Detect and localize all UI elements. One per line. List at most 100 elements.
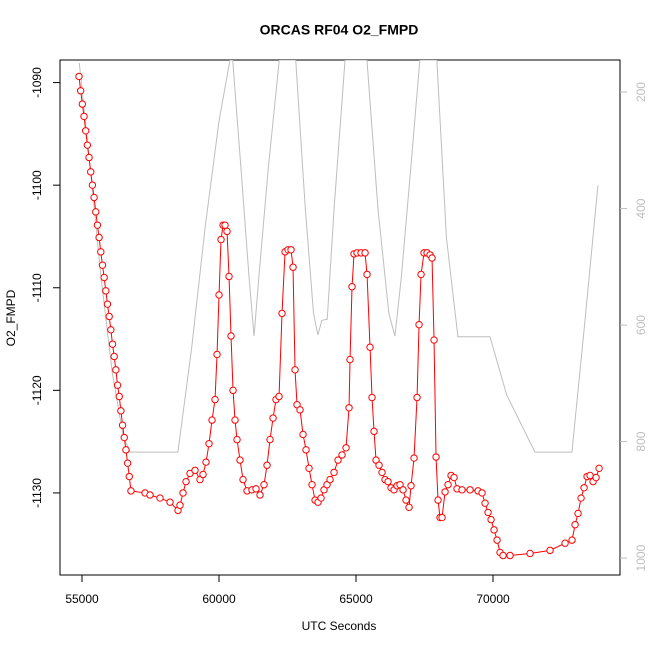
data-point	[428, 254, 436, 262]
series-line	[78, 60, 599, 453]
data-point	[407, 482, 415, 490]
y-tick-label: -1100	[30, 170, 44, 200]
x-tick-label: 55000	[65, 592, 99, 606]
data-point	[499, 551, 507, 560]
data-point	[571, 521, 579, 529]
data-point	[123, 459, 132, 467]
data-point	[299, 430, 307, 439]
data-point	[202, 458, 210, 466]
data-point	[98, 261, 107, 269]
data-point	[490, 526, 498, 534]
y-tick-label: -1120	[30, 375, 44, 405]
data-point	[93, 221, 102, 229]
data-point	[266, 435, 274, 444]
data-point	[334, 456, 342, 464]
y2-tick-label: 200	[634, 82, 648, 102]
data-point	[227, 332, 235, 340]
data-point	[225, 272, 233, 281]
data-point	[115, 392, 123, 401]
data-point	[80, 112, 88, 121]
data-point	[90, 193, 98, 202]
data-point	[577, 494, 585, 502]
data-point	[87, 168, 95, 176]
data-point	[458, 486, 466, 494]
data-point	[205, 439, 213, 448]
data-point	[363, 270, 371, 279]
data-point	[113, 381, 122, 389]
data-point	[95, 233, 103, 242]
data-point	[199, 470, 207, 479]
data-point	[122, 446, 130, 454]
data-point	[85, 153, 93, 162]
data-point	[278, 309, 286, 318]
data-point	[191, 466, 199, 475]
x-tick-label: 60000	[202, 592, 236, 606]
data-point	[233, 435, 241, 444]
data-point	[434, 496, 442, 504]
data-point	[484, 508, 492, 517]
data-point	[211, 395, 219, 404]
data-point	[76, 87, 85, 95]
y-tick-label: -1110	[30, 273, 44, 302]
data-point	[146, 491, 154, 499]
data-point	[366, 343, 374, 351]
data-point	[361, 249, 369, 257]
data-point	[430, 336, 438, 344]
data-point	[450, 473, 458, 482]
data-point	[326, 475, 334, 484]
data-point	[92, 208, 100, 216]
data-point	[506, 551, 514, 560]
data-point	[275, 392, 283, 401]
data-point	[345, 404, 353, 412]
data-point	[413, 393, 421, 402]
x-tick-label: 70000	[476, 592, 510, 606]
data-point	[100, 273, 108, 282]
x-tick-label: 65000	[339, 592, 373, 606]
data-point	[481, 499, 489, 507]
data-point	[102, 287, 110, 295]
data-point	[526, 549, 534, 558]
data-point	[217, 235, 225, 244]
data-point	[378, 468, 386, 477]
data-point	[574, 509, 582, 518]
data-point	[78, 100, 87, 108]
data-point	[302, 446, 310, 454]
data-point	[415, 320, 423, 329]
data-point	[118, 421, 127, 429]
data-point	[120, 433, 128, 442]
data-point	[213, 350, 221, 359]
y-tick-label: -1130	[30, 478, 44, 508]
data-point	[103, 300, 112, 308]
data-point	[330, 468, 338, 477]
data-point	[441, 488, 449, 496]
data-point	[110, 352, 118, 361]
data-point	[595, 464, 603, 473]
data-point	[493, 536, 501, 544]
data-point	[405, 503, 413, 511]
data-point	[88, 181, 97, 189]
data-point	[370, 427, 378, 436]
data-point	[125, 472, 133, 481]
data-point	[402, 496, 410, 504]
data-point	[568, 536, 576, 544]
data-point	[182, 477, 190, 486]
data-point	[384, 477, 392, 486]
data-point	[444, 481, 452, 489]
data-point	[289, 263, 297, 271]
data-point	[375, 461, 383, 469]
data-point	[368, 393, 376, 402]
data-point	[108, 340, 117, 348]
data-point	[346, 355, 354, 364]
data-point	[112, 366, 120, 374]
data-point	[296, 406, 304, 414]
y2-tick-label: 400	[634, 198, 648, 218]
data-point	[97, 248, 105, 256]
data-point	[231, 416, 239, 424]
data-point	[291, 366, 299, 374]
data-point	[417, 270, 425, 279]
data-point	[466, 486, 474, 494]
chart-title: ORCAS RF04 O2_FMPD	[260, 22, 419, 38]
data-point	[208, 416, 216, 424]
y2-tick-label: 600	[634, 315, 648, 335]
